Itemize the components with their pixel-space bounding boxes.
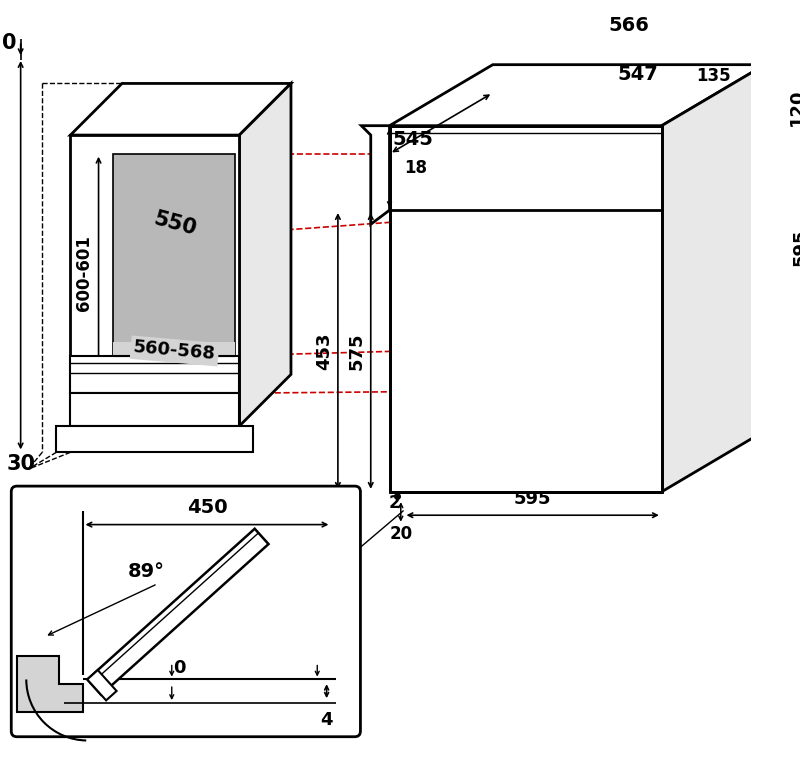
- Text: 566: 566: [609, 15, 650, 34]
- Text: 20: 20: [390, 525, 412, 543]
- FancyBboxPatch shape: [11, 486, 361, 737]
- Polygon shape: [87, 529, 269, 695]
- Text: 0: 0: [173, 659, 186, 677]
- Polygon shape: [70, 135, 239, 426]
- Text: 135: 135: [696, 67, 730, 86]
- Polygon shape: [70, 393, 239, 426]
- Text: 120: 120: [789, 88, 800, 125]
- Text: 30: 30: [6, 454, 35, 474]
- Text: 595: 595: [514, 490, 551, 508]
- Text: 547: 547: [618, 65, 658, 83]
- Polygon shape: [390, 65, 765, 125]
- Text: 2: 2: [389, 494, 400, 512]
- Text: 4: 4: [320, 711, 333, 729]
- Text: 89°: 89°: [128, 562, 165, 581]
- Polygon shape: [662, 65, 765, 492]
- Text: 595: 595: [791, 229, 800, 266]
- Polygon shape: [113, 341, 234, 356]
- Polygon shape: [56, 426, 254, 452]
- Polygon shape: [70, 83, 291, 135]
- Polygon shape: [113, 154, 234, 356]
- Polygon shape: [70, 356, 239, 393]
- Polygon shape: [239, 83, 291, 426]
- Polygon shape: [362, 125, 390, 224]
- Text: 453: 453: [315, 332, 334, 369]
- Text: 560-568: 560-568: [133, 338, 217, 363]
- Text: 600-601: 600-601: [75, 235, 94, 311]
- Text: 575: 575: [348, 332, 366, 369]
- Text: 550: 550: [152, 209, 199, 239]
- Text: 545: 545: [393, 130, 434, 149]
- Text: 18: 18: [404, 159, 427, 177]
- Polygon shape: [87, 670, 117, 701]
- Text: 0: 0: [2, 33, 17, 53]
- Polygon shape: [390, 125, 662, 492]
- Text: 450: 450: [186, 498, 227, 517]
- Polygon shape: [17, 656, 82, 712]
